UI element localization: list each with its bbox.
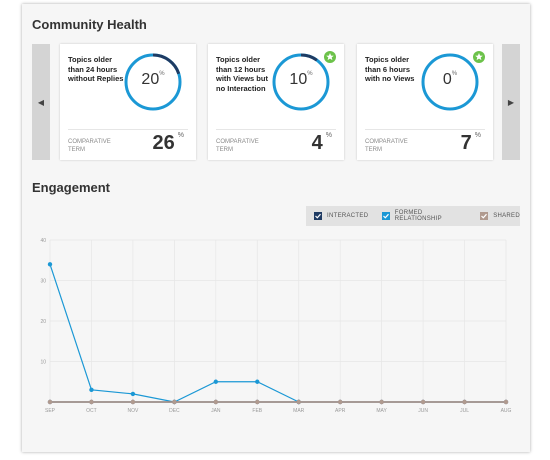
divider [216,129,336,130]
data-point-shared [172,399,177,405]
percent-ring [124,53,182,111]
percent-value: 0% [442,71,458,88]
community-health-title: Community Health [32,17,147,32]
x-tick-label: AUG [501,408,512,414]
x-tick-label: MAY [376,408,387,414]
data-point-shared [89,399,94,405]
legend-item-interacted[interactable]: Interacted [314,212,368,220]
health-card-replies: Topics older than 24 hours without Repli… [60,44,196,160]
data-point-shared [379,399,384,405]
x-tick-label: FEB [252,408,262,414]
data-point-shared [337,399,343,405]
legend-label: Interacted [327,213,369,219]
data-point-shared [462,399,467,405]
data-point-shared [47,399,53,405]
x-tick-label: JUL [460,408,469,414]
data-point-formed-relationship [213,379,219,384]
x-tick-label: MAR [293,408,305,414]
percent-ring [421,53,479,111]
card-label: Topics older than 12 hours with Views bu… [216,55,268,93]
card-label: Topics older than 24 hours without Repli… [68,55,124,83]
carousel-next-button[interactable]: ▶ [502,44,520,160]
comparative-term-value: 7% [460,132,481,154]
x-tick-label: APR [335,408,346,414]
y-tick-label: 20 [40,319,46,325]
health-card-no-interaction: Topics older than 12 hours with Views bu… [208,44,344,160]
star-badge-icon [473,51,485,63]
y-tick-label: 30 [40,279,46,285]
x-tick-label: JAN [211,408,221,414]
data-point-shared [213,399,219,405]
comparative-term-label: Comparative Term [68,139,111,153]
data-point-shared [420,399,426,405]
comparative-term-label: Comparative Term [365,139,408,153]
checkbox-checked-icon[interactable] [480,212,489,220]
x-tick-label: JUN [418,408,428,414]
legend-item-formed-relationship[interactable]: Formed Relationship [382,210,466,222]
x-tick-label: NOV [127,408,139,414]
legend-item-shared[interactable]: Shared [480,212,520,220]
x-tick-label: OCT [86,408,97,414]
data-point-formed-relationship [130,391,136,397]
legend-label: Shared [493,213,520,219]
chevron-right-icon: ▶ [507,97,515,107]
data-point-formed-relationship [89,387,94,393]
percent-value: 10% [289,71,313,88]
data-point-shared [296,399,301,405]
card-label: Topics older than 6 hours with no Views [365,55,415,83]
divider [365,129,485,130]
data-point-shared [130,399,136,405]
x-tick-label: SEP [45,408,56,414]
engagement-title: Engagement [32,180,111,195]
star-badge-icon [324,51,336,63]
data-point-shared [503,399,509,405]
y-tick-label: 10 [40,360,46,366]
percent-ring [272,53,330,111]
chart-legend: Interacted Formed Relationship Shared [306,206,520,226]
data-point-formed-relationship [255,379,260,384]
engagement-line-chart: 40 30 20 10 SEP OCT NOV DEC JAN FEB MAR APR MAY JUN JU… [40,238,512,414]
x-tick-label: DEC [169,408,180,414]
checkbox-checked-icon[interactable] [314,212,322,220]
data-point-formed-relationship [47,262,53,267]
comparative-term-label: Comparative Term [216,139,259,153]
comparative-term-value: 26% [152,132,184,154]
y-tick-label: 40 [40,238,46,244]
legend-label: Formed Relationship [394,210,442,222]
chevron-left-icon: ◀ [37,97,45,107]
divider [68,129,188,130]
checkbox-checked-icon[interactable] [382,212,391,220]
carousel-prev-button[interactable]: ◀ [32,44,50,160]
comparative-term-value: 4% [311,132,332,154]
data-point-shared [255,399,260,405]
health-card-no-views: Topics older than 6 hours with no Views … [357,44,493,160]
percent-value: 20% [141,71,165,88]
